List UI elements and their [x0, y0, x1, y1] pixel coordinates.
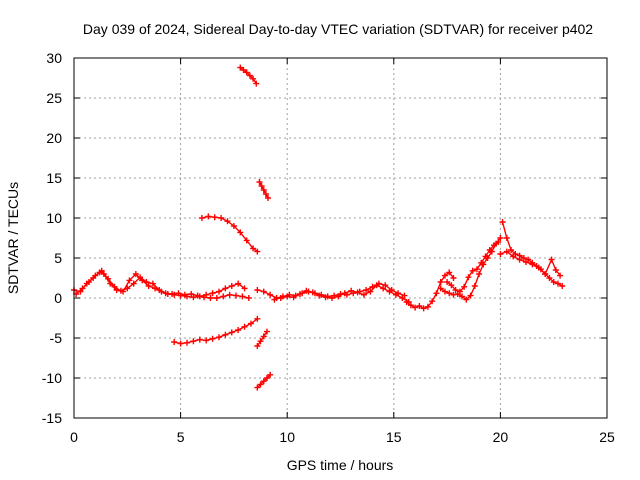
data-trail [128, 273, 137, 281]
data-trail [506, 237, 512, 251]
x-axis-label: GPS time / hours [287, 457, 394, 473]
x-tick-label: 15 [386, 429, 402, 445]
data-trail [246, 239, 254, 249]
series-arc-low-2 [73, 267, 252, 301]
data-trail [448, 271, 455, 279]
series-arc-rise-1 [437, 235, 504, 303]
y-tick-label: -15 [42, 410, 62, 426]
data-trail [469, 285, 476, 296]
data-trail [544, 259, 553, 275]
data-trail [440, 275, 446, 283]
data-trail [94, 270, 103, 277]
x-tick-label: 20 [493, 429, 509, 445]
data-trail [480, 256, 487, 264]
data-point [559, 283, 566, 289]
y-tick-label: -5 [50, 330, 63, 346]
data-point [263, 328, 270, 335]
x-tick-label: 0 [70, 429, 78, 445]
data-trail [82, 281, 90, 289]
data-trail [489, 244, 495, 251]
series-arc-high-top [237, 64, 260, 87]
data-point [253, 80, 260, 87]
series-arc-neg-low [254, 371, 274, 391]
data-point [254, 248, 261, 255]
x-tick-label: 5 [177, 429, 185, 445]
data-trail [133, 276, 141, 285]
data-trail [88, 275, 96, 283]
series-arc-neg-short [254, 328, 270, 349]
data-trail [555, 269, 561, 277]
x-tick-label: 10 [279, 429, 295, 445]
y-tick-label: 10 [46, 210, 62, 226]
x-tick-label: 25 [599, 429, 615, 445]
data-trail [152, 283, 160, 291]
axis-ticks: 0 5 10 15 20 25 -15 -10 -5 0 5 10 15 20 25 30 [42, 50, 615, 445]
data-point [245, 295, 252, 301]
data-point [495, 239, 502, 245]
data-trail [237, 283, 245, 289]
data-trail [101, 270, 109, 280]
data-trail [478, 264, 484, 275]
data-trail [459, 286, 465, 293]
series-arc-high-mid [256, 179, 272, 201]
data-trail [126, 283, 135, 289]
data-trail [474, 273, 480, 287]
data-trail [227, 220, 235, 227]
data-trail [427, 300, 433, 308]
data-point [450, 275, 457, 281]
data-trail [435, 281, 442, 294]
data-trail [467, 270, 474, 278]
data-trail [506, 251, 514, 257]
data-point [254, 315, 261, 322]
y-axis-label: SDTVAR / TECUs [5, 182, 21, 294]
data-trail [476, 262, 482, 270]
series-arc-rise-2 [444, 239, 502, 295]
plot-frame [73, 57, 608, 419]
series-arc-late-2 [497, 248, 564, 279]
y-tick-label: 20 [46, 130, 62, 146]
data-trail [233, 225, 241, 233]
data-trail [484, 249, 491, 257]
data-point [557, 272, 564, 279]
data-point [241, 285, 248, 292]
y-tick-label: -10 [42, 370, 62, 386]
series-arc-ten [198, 213, 261, 255]
data-trail [107, 278, 116, 288]
data-trail [384, 284, 393, 291]
grid [74, 58, 607, 418]
data-trail [75, 287, 83, 295]
y-tick-label: 0 [54, 290, 62, 306]
data-trail [450, 284, 457, 291]
data-trail [550, 259, 557, 271]
data-trail [538, 267, 546, 275]
series-arc-neg [171, 315, 261, 347]
data-trail [431, 292, 438, 302]
series-arc-dip [403, 269, 457, 312]
chart-title: Day 039 of 2024, Sidereal Day-to-day VTE… [83, 21, 593, 37]
y-tick-label: 5 [54, 250, 62, 266]
data-trail [369, 284, 378, 293]
data-points [71, 64, 566, 391]
data-trail [501, 221, 508, 239]
data-trail [139, 276, 147, 283]
data-trail [463, 276, 470, 288]
data-trail [239, 231, 248, 241]
y-tick-label: 30 [46, 50, 62, 66]
y-tick-label: 25 [46, 90, 62, 106]
data-point [265, 195, 272, 201]
data-trail [141, 279, 150, 287]
series-arc-mid-2 [271, 282, 412, 305]
y-tick-label: 15 [46, 170, 62, 186]
data-point [267, 371, 274, 378]
data-trail [250, 318, 258, 325]
data-point [497, 235, 504, 241]
